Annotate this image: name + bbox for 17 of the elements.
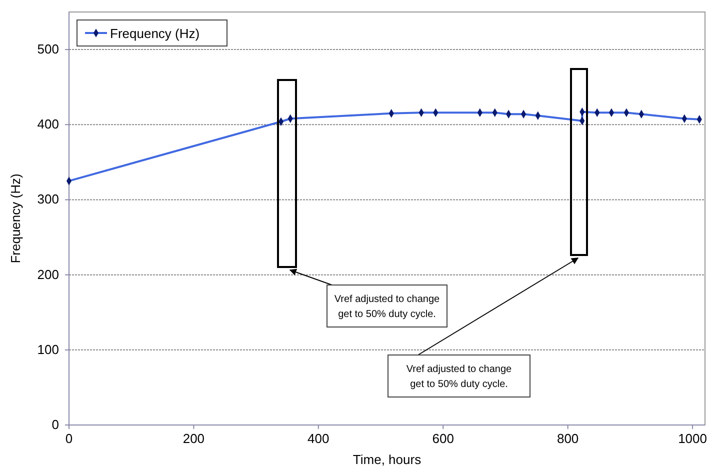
x-tick-label: 0 [65,431,73,446]
y-tick-label: 500 [37,42,59,57]
y-tick-label: 400 [37,116,59,132]
x-tick-label: 800 [556,431,579,446]
y-tick-label: 300 [37,192,59,207]
annotation: Vref adjusted to change get to 50% duty cycle. [406,364,512,390]
y-tick-label: 0 [52,417,59,432]
x-tick-label: 600 [432,431,454,446]
x-axis-title: Time, hours [352,452,422,467]
legend-label: Frequency (Hz) [110,26,200,41]
y-axis-title: Frequency (Hz) [8,174,23,264]
x-tick-label: 1000 [678,431,707,446]
y-tick-label: 100 [37,342,59,357]
annotation: Vref adjusted to change get to 50% duty cycle. [334,294,440,320]
x-tick-label: 400 [308,431,330,446]
x-tick-label: 200 [182,431,205,446]
y-tick-label: 200 [37,266,59,282]
